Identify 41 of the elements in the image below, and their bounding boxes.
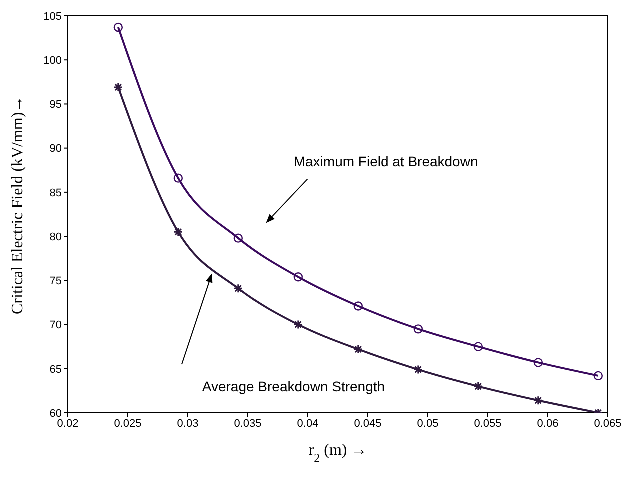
x-tick-label: 0.02 <box>57 418 79 430</box>
point <box>354 344 364 354</box>
y-tick-label: 90 <box>50 143 62 156</box>
y-tick-label: 65 <box>50 364 62 376</box>
point <box>114 82 124 92</box>
point <box>234 234 243 243</box>
annotation: Average Breakdown Strength <box>202 378 386 394</box>
x-tick-label: 0.06 <box>537 418 559 430</box>
x-axis-title: r$_{2}$ (m) → <box>308 442 368 465</box>
y-tick-label: 70 <box>50 320 62 332</box>
x-tick-label: 0.025 <box>114 418 142 430</box>
x-tick-label: 0.03 <box>177 418 199 430</box>
y-tick-label: 75 <box>50 276 62 288</box>
y-tick-label: 105 <box>44 10 62 23</box>
y-axis-title: Critical Electric Field (kV/mm)→ <box>10 96 27 314</box>
y-tick-label: 85 <box>50 187 62 200</box>
point <box>414 324 423 334</box>
point <box>174 174 183 183</box>
point <box>474 382 484 392</box>
point <box>114 22 123 32</box>
x-tick-label: 0.045 <box>354 418 382 430</box>
point <box>294 272 303 282</box>
annotation: Maximum Field at Breakdown <box>294 154 478 170</box>
point <box>354 302 363 311</box>
point <box>474 342 483 352</box>
point <box>294 320 304 330</box>
x-tick-label: 0.035 <box>234 418 262 430</box>
x-tick-label: 0.065 <box>594 418 622 430</box>
y-tick-label: 80 <box>50 231 62 244</box>
y-tick-label: 95 <box>50 99 62 112</box>
point <box>234 284 244 294</box>
point <box>414 365 424 375</box>
y-tick-label: 100 <box>44 55 62 68</box>
y-tick-label: 60 <box>50 408 62 420</box>
x-tick-label: 0.05 <box>417 418 439 430</box>
x-tick-label: 0.055 <box>474 418 502 430</box>
point <box>594 371 603 381</box>
point <box>534 396 544 406</box>
point <box>534 358 543 368</box>
point <box>174 227 184 237</box>
x-tick-label: 0.04 <box>297 418 319 430</box>
